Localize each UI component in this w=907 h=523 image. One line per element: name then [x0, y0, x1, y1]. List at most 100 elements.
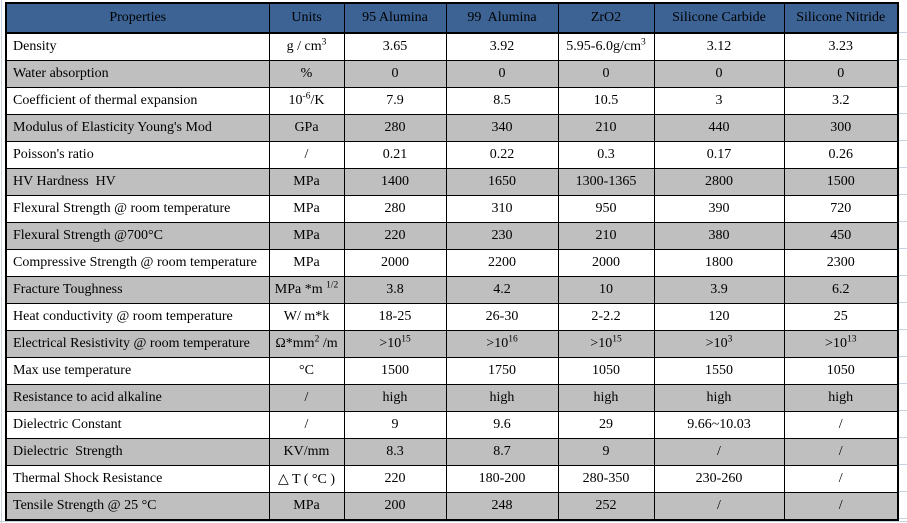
table-row: Modulus of Elasticity Young's Mod GPa 280 3… — [5, 114, 899, 142]
table-body: Density g / cm3 3.65 3.92 5.95-6.0g/cm3 3.12 3… — [5, 32, 899, 521]
value-cell: 280-350 — [557, 465, 655, 493]
column-header: Properties — [5, 2, 270, 34]
value-cell: 280 — [343, 114, 447, 142]
value-cell: 280 — [343, 195, 447, 223]
value-cell: 6.2 — [783, 276, 899, 304]
value-cell: 1650 — [445, 168, 559, 196]
value-cell: / — [653, 438, 785, 466]
table-row: Fracture Toughness MPa *m 1/2 3.8 4.2 10 3.9 6… — [5, 276, 899, 304]
value-cell: 3 — [653, 87, 785, 115]
value-cell: high — [783, 384, 899, 412]
value-cell: 3.92 — [445, 32, 559, 61]
value-cell: 220 — [343, 222, 447, 250]
value-cell: 2200 — [445, 249, 559, 277]
unit-cell: KV/mm — [268, 438, 345, 466]
value-cell: 8.7 — [445, 438, 559, 466]
value-cell: 4.2 — [445, 276, 559, 304]
value-cell: 450 — [783, 222, 899, 250]
value-cell: 25 — [783, 303, 899, 331]
unit-cell: GPa — [268, 114, 345, 142]
unit-cell: 10-6/K — [268, 87, 345, 115]
sheet-gridline-right-margin — [899, 32, 907, 520]
table-row: Water absorption% 0 0 0 0 0 — [5, 60, 899, 88]
value-cell: high — [557, 384, 655, 412]
table-row: Dielectric Strength KV/mm 8.3 8.7 9// — [5, 438, 899, 466]
table-header-row: Properties Units 95 Alumina 99 Alumina ZrO2 S… — [5, 2, 899, 34]
value-cell: >1016 — [445, 330, 559, 358]
value-cell: 3.65 — [343, 32, 447, 61]
value-cell: 0.21 — [343, 141, 447, 169]
value-cell: 950 — [557, 195, 655, 223]
value-cell: 300 — [783, 114, 899, 142]
value-cell: 3.8 — [343, 276, 447, 304]
value-cell: 1550 — [653, 357, 785, 385]
property-cell: Fracture Toughness — [5, 276, 270, 304]
value-cell: 18-25 — [343, 303, 447, 331]
value-cell: 248 — [445, 492, 559, 521]
unit-cell: / — [268, 141, 345, 169]
table-row: Poisson's ratio/0.21 0.22 0.3 0.17 0.26 — [5, 141, 899, 169]
value-cell: high — [653, 384, 785, 412]
value-cell: 1300-1365 — [557, 168, 655, 196]
value-cell: 2300 — [783, 249, 899, 277]
unit-cell: % — [268, 60, 345, 88]
property-cell: Flexural Strength @ room temperature — [5, 195, 270, 223]
sheet-gridline-left — [1, 0, 2, 523]
column-header: Units — [268, 2, 345, 34]
value-cell: >103 — [653, 330, 785, 358]
value-cell: 340 — [445, 114, 559, 142]
column-header: ZrO2 — [557, 2, 655, 34]
value-cell: 29 — [557, 411, 655, 439]
table-row: Thermal Shock Resistance △ T ( °C ) 220 180… — [5, 465, 899, 493]
unit-cell: MPa — [268, 195, 345, 223]
value-cell: / — [783, 411, 899, 439]
value-cell: 2-2.2 — [557, 303, 655, 331]
value-cell: high — [343, 384, 447, 412]
value-cell: >1015 — [343, 330, 447, 358]
value-cell: 9 — [343, 411, 447, 439]
property-cell: Dielectric Strength — [5, 438, 270, 466]
value-cell: 1400 — [343, 168, 447, 196]
value-cell: 0.3 — [557, 141, 655, 169]
value-cell: 5.95-6.0g/cm3 — [557, 32, 655, 61]
unit-cell: g / cm3 — [268, 32, 345, 61]
value-cell: / — [783, 492, 899, 521]
table-row: Heat conductivity @ room temperature W/ m… — [5, 303, 899, 331]
column-header: Silicone Nitride — [783, 2, 899, 34]
property-cell: HV Hardness HV — [5, 168, 270, 196]
value-cell: 9.6 — [445, 411, 559, 439]
table-row: Dielectric Constant/9 9.6 29 9.66~10.03/ — [5, 411, 899, 439]
unit-cell: / — [268, 384, 345, 412]
property-cell: Compressive Strength @ room temperature — [5, 249, 270, 277]
value-cell: 210 — [557, 114, 655, 142]
value-cell: 220 — [343, 465, 447, 493]
unit-cell: MPa — [268, 168, 345, 196]
value-cell: 26-30 — [445, 303, 559, 331]
property-cell: Dielectric Constant — [5, 411, 270, 439]
value-cell: 3.23 — [783, 32, 899, 61]
value-cell: 1750 — [445, 357, 559, 385]
value-cell: 0 — [783, 60, 899, 88]
material-properties-table: Properties Units 95 Alumina 99 Alumina ZrO2 S… — [5, 2, 899, 521]
value-cell: 180-200 — [445, 465, 559, 493]
property-cell: Poisson's ratio — [5, 141, 270, 169]
value-cell: 3.12 — [653, 32, 785, 61]
value-cell: / — [783, 465, 899, 493]
value-cell: 380 — [653, 222, 785, 250]
value-cell: 230-260 — [653, 465, 785, 493]
column-header: 99 Alumina — [445, 2, 559, 34]
table-row: Density g / cm3 3.65 3.92 5.95-6.0g/cm3 3.12 3… — [5, 32, 899, 61]
table-row: Electrical Resistivity @ room temperatur… — [5, 330, 899, 358]
value-cell: 0 — [343, 60, 447, 88]
value-cell: 8.5 — [445, 87, 559, 115]
property-cell: Max use temperature — [5, 357, 270, 385]
table-row: Coefficient of thermal expansion 10-6/K 7.… — [5, 87, 899, 115]
value-cell: 310 — [445, 195, 559, 223]
value-cell: 8.3 — [343, 438, 447, 466]
value-cell: 720 — [783, 195, 899, 223]
value-cell: 3.2 — [783, 87, 899, 115]
column-header: 95 Alumina — [343, 2, 447, 34]
property-cell: Thermal Shock Resistance — [5, 465, 270, 493]
value-cell: 200 — [343, 492, 447, 521]
